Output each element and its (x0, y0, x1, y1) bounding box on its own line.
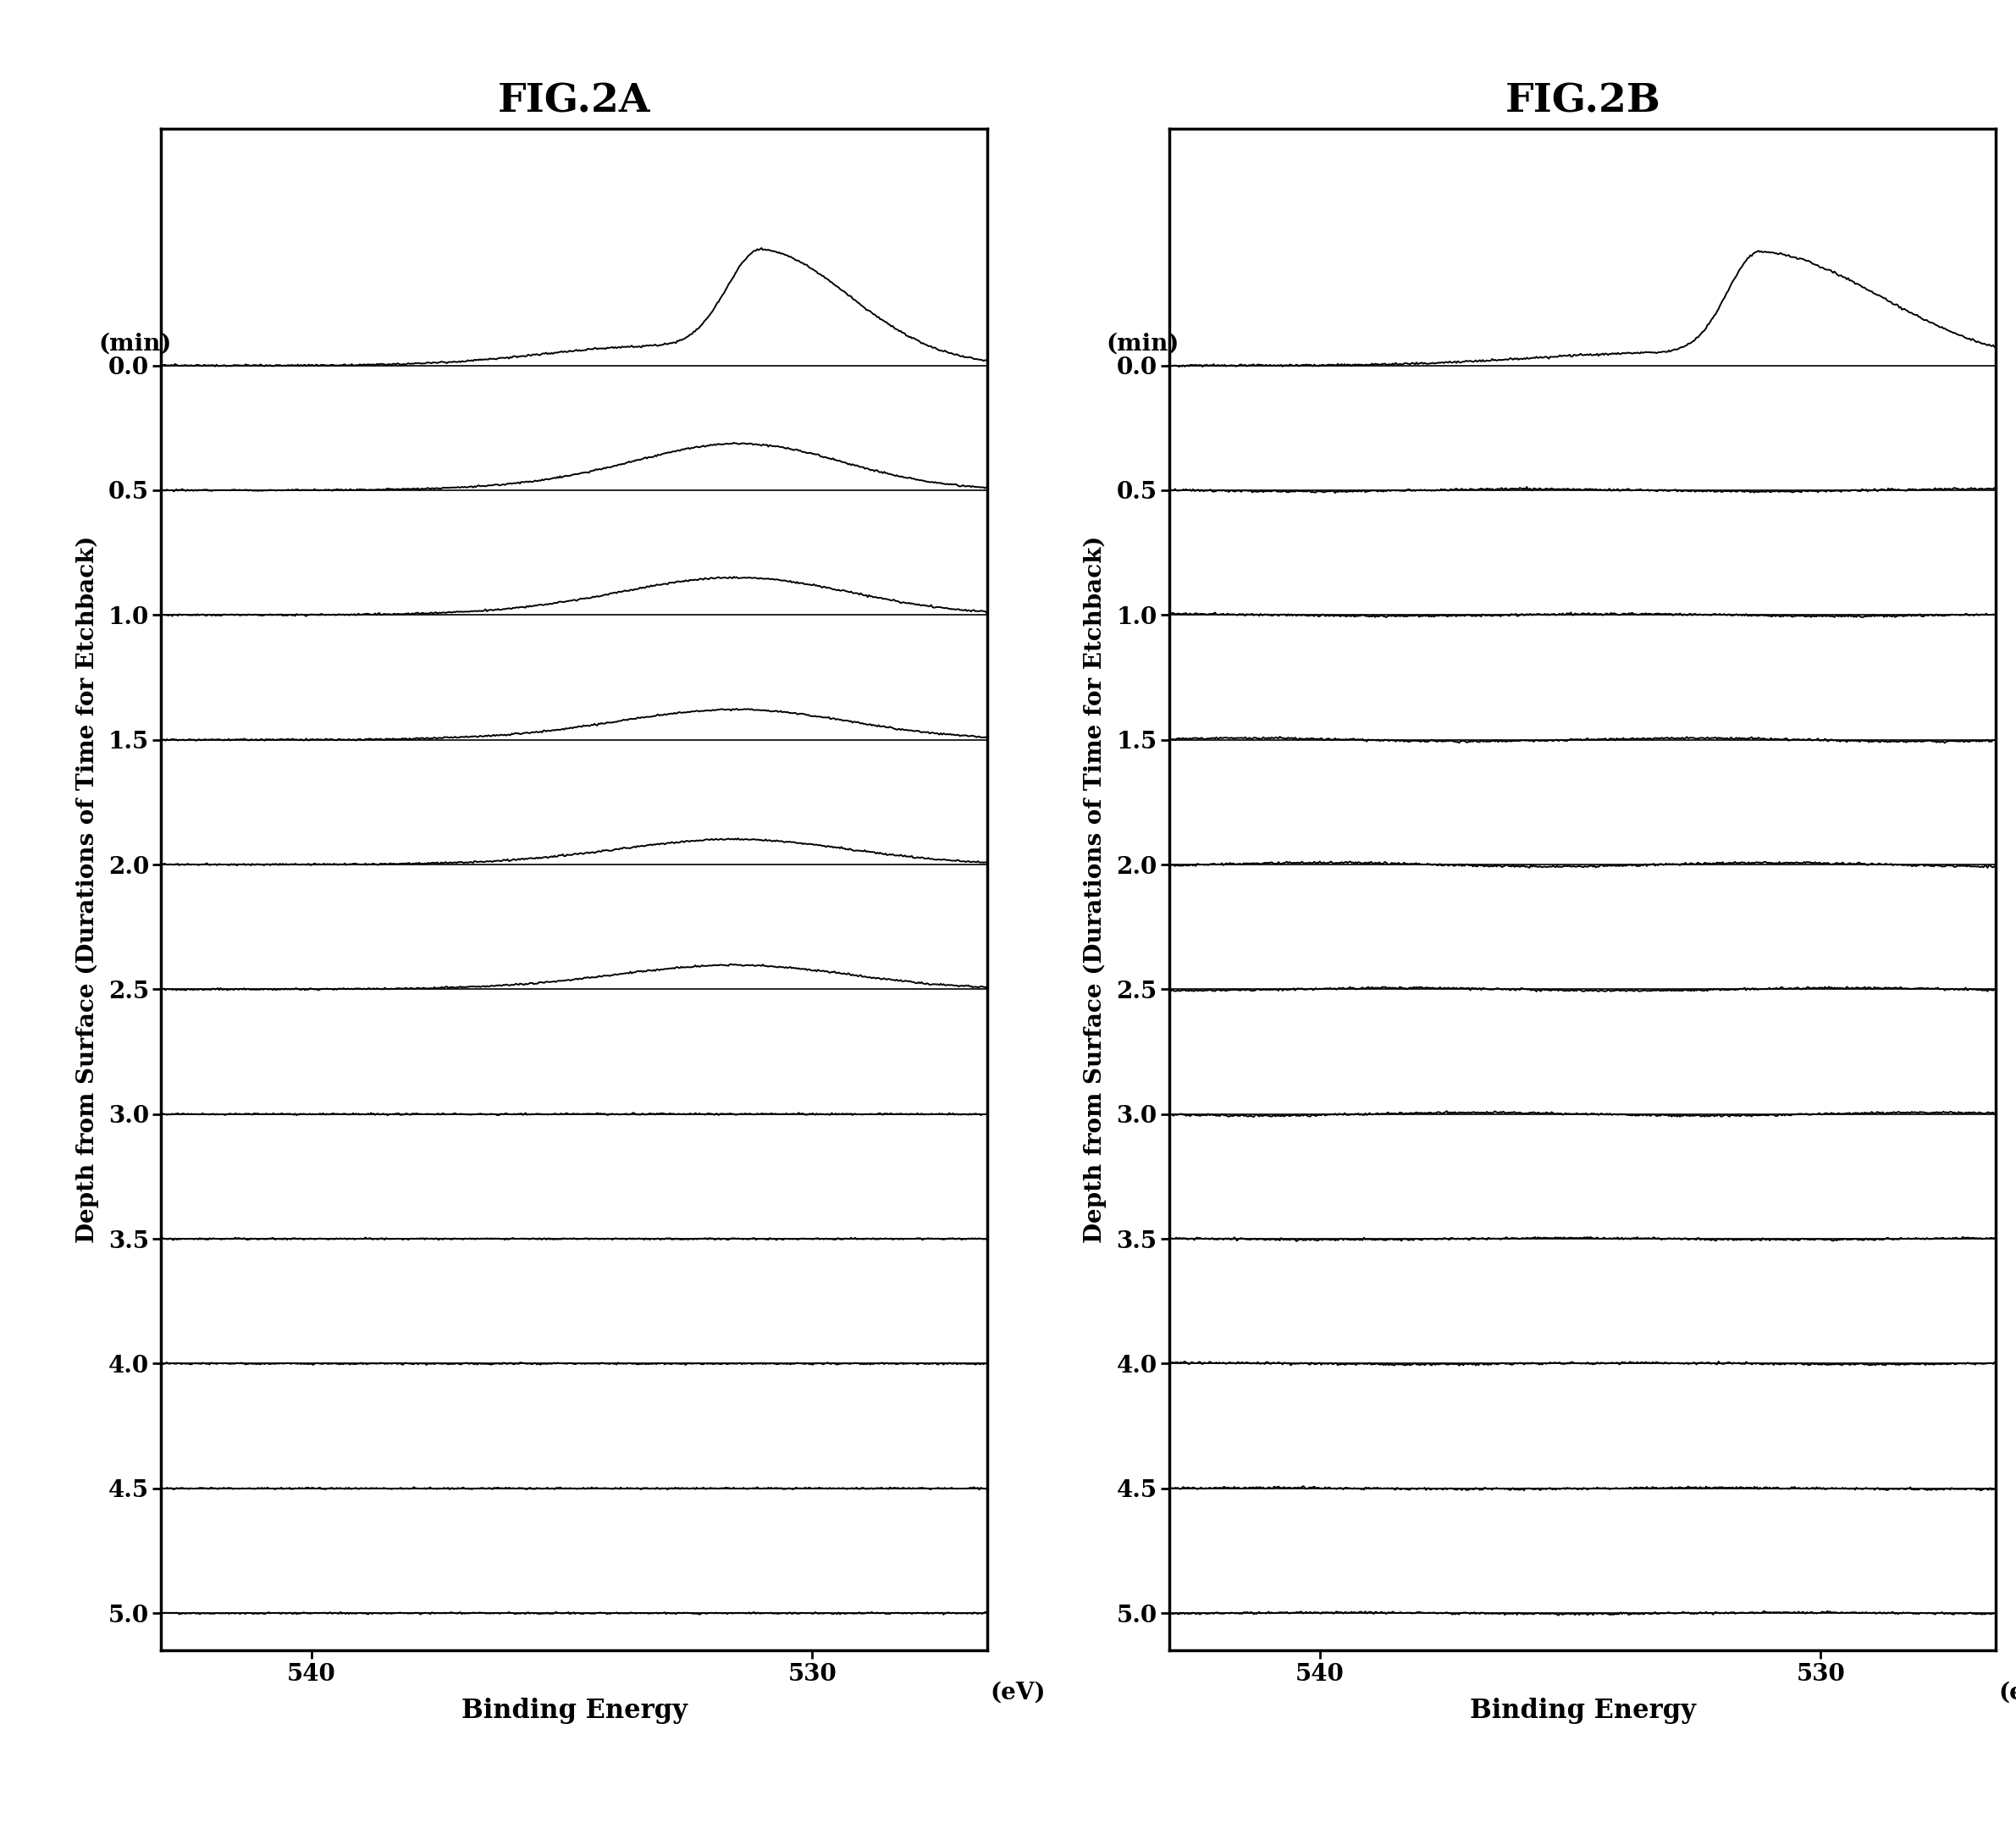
X-axis label: Binding Energy: Binding Energy (462, 1698, 687, 1724)
Y-axis label: Depth from Surface (Durations of Time for Etchback): Depth from Surface (Durations of Time fo… (1085, 536, 1107, 1243)
Text: (eV): (eV) (1998, 1682, 2016, 1704)
Text: (min): (min) (99, 332, 171, 356)
X-axis label: Binding Energy: Binding Energy (1470, 1698, 1695, 1724)
Text: (min): (min) (1107, 332, 1179, 356)
Title: FIG.2B: FIG.2B (1504, 81, 1661, 121)
Y-axis label: Depth from Surface (Durations of Time for Etchback): Depth from Surface (Durations of Time fo… (75, 536, 99, 1243)
Text: (eV): (eV) (990, 1682, 1046, 1704)
Title: FIG.2A: FIG.2A (498, 81, 651, 121)
